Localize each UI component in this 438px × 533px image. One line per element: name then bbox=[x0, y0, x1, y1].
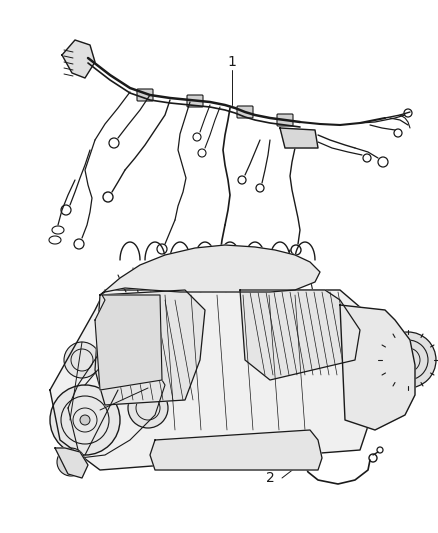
Circle shape bbox=[80, 415, 90, 425]
Circle shape bbox=[128, 388, 168, 428]
Polygon shape bbox=[95, 290, 205, 405]
Polygon shape bbox=[240, 290, 360, 380]
Circle shape bbox=[50, 385, 120, 455]
Text: 2: 2 bbox=[265, 471, 274, 485]
Polygon shape bbox=[340, 305, 415, 430]
Polygon shape bbox=[100, 245, 320, 295]
FancyBboxPatch shape bbox=[277, 114, 293, 126]
Polygon shape bbox=[150, 430, 322, 470]
Polygon shape bbox=[95, 295, 162, 390]
FancyBboxPatch shape bbox=[137, 89, 153, 101]
Text: 1: 1 bbox=[228, 55, 237, 69]
Circle shape bbox=[96, 346, 140, 390]
Circle shape bbox=[380, 332, 436, 388]
Polygon shape bbox=[280, 128, 318, 148]
Polygon shape bbox=[50, 290, 380, 470]
Circle shape bbox=[57, 448, 85, 476]
Circle shape bbox=[64, 342, 100, 378]
Polygon shape bbox=[55, 448, 88, 478]
FancyBboxPatch shape bbox=[187, 95, 203, 107]
Polygon shape bbox=[62, 40, 95, 78]
FancyBboxPatch shape bbox=[237, 106, 253, 118]
